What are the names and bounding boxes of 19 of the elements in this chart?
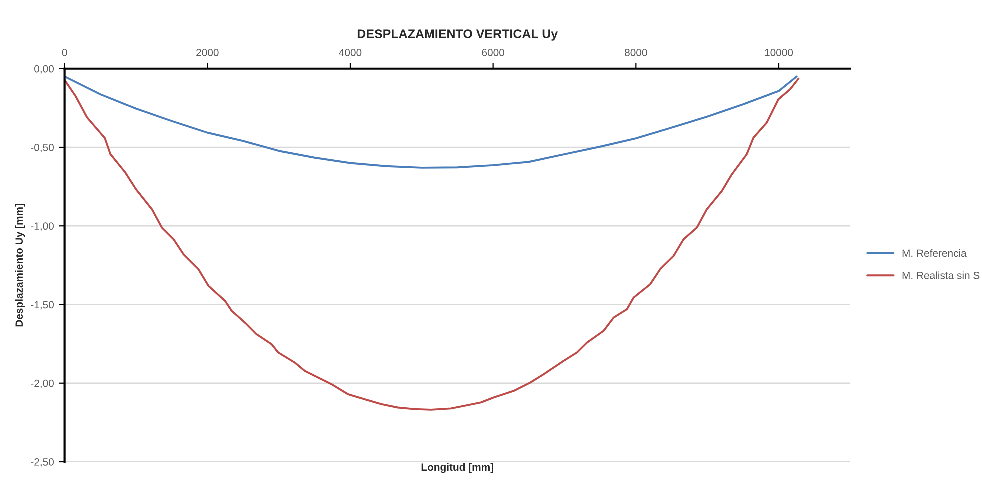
chart-title: DESPLAZAMIENTO VERTICAL Uy xyxy=(358,30,558,41)
y-tick-label: -1,00 xyxy=(31,222,54,232)
x-tick-label: 10000 xyxy=(765,49,794,56)
x-tick-label: 8000 xyxy=(625,49,648,56)
x-axis-title: Longitud [mm] xyxy=(422,463,494,474)
legend-label: M. Referencia xyxy=(902,249,967,258)
line-series xyxy=(64,78,800,411)
y-tick-label: -0,50 xyxy=(31,144,54,153)
y-tick-label: -1,50 xyxy=(31,301,54,310)
legend-label: M. Realista sin S xyxy=(902,272,980,280)
y-tick-label: 0,00 xyxy=(34,65,54,74)
x-tick-label: 2000 xyxy=(196,49,219,56)
line-series xyxy=(64,76,798,169)
x-tick-label: 6000 xyxy=(482,49,504,56)
y-tick-label: -2,50 xyxy=(31,458,54,468)
x-tick-label: 0 xyxy=(62,49,68,56)
y-axis-title: Desplazamiento Uy [mm] xyxy=(15,204,26,327)
y-tick-label: -2,00 xyxy=(31,380,54,388)
x-tick-label: 4000 xyxy=(339,49,362,56)
